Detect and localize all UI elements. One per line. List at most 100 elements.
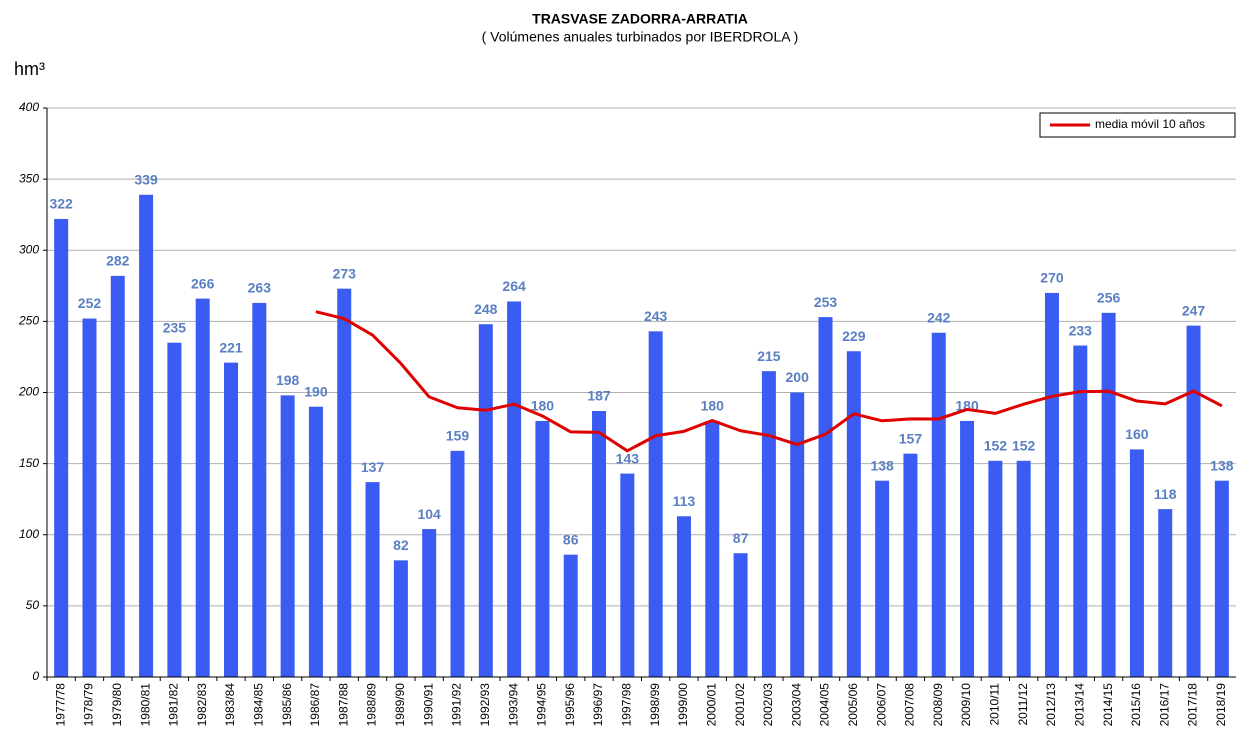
value-label: 159 bbox=[446, 428, 470, 444]
x-tick-label: 1993/94 bbox=[506, 683, 520, 727]
x-tick-label: 1978/79 bbox=[82, 683, 96, 727]
value-label: 82 bbox=[393, 537, 409, 553]
moving-average-line bbox=[315, 310, 1223, 453]
value-label: 264 bbox=[502, 278, 526, 294]
x-tick-label: 2006/07 bbox=[874, 683, 888, 727]
value-label: 187 bbox=[587, 388, 611, 404]
bar bbox=[1129, 449, 1144, 677]
x-tick-label: 2005/06 bbox=[846, 683, 860, 727]
bar bbox=[139, 194, 154, 677]
x-tick-label: 2015/16 bbox=[1129, 683, 1143, 727]
value-label: 263 bbox=[248, 280, 272, 296]
value-label: 160 bbox=[1125, 426, 1149, 442]
value-label: 256 bbox=[1097, 290, 1121, 306]
x-tick-label: 1977/78 bbox=[53, 683, 67, 727]
x-tick-label: 2012/13 bbox=[1044, 683, 1058, 727]
bar bbox=[620, 473, 635, 677]
value-label: 221 bbox=[219, 339, 243, 355]
value-label: 152 bbox=[984, 437, 1008, 453]
x-tick-label: 1991/92 bbox=[450, 683, 464, 727]
bar bbox=[733, 553, 748, 677]
bar bbox=[1158, 509, 1173, 677]
value-label: 200 bbox=[786, 369, 810, 385]
bar bbox=[846, 351, 861, 677]
y-tick-label: 400 bbox=[19, 100, 39, 114]
bar bbox=[1101, 312, 1116, 677]
bar bbox=[478, 324, 493, 677]
x-tick-label: 1986/87 bbox=[308, 683, 322, 727]
value-label: 242 bbox=[927, 309, 951, 325]
x-tick-label: 1994/95 bbox=[535, 683, 549, 727]
legend-label: media móvil 10 años bbox=[1095, 117, 1205, 131]
value-label: 247 bbox=[1182, 302, 1206, 318]
value-label: 282 bbox=[106, 253, 130, 269]
bar bbox=[676, 516, 691, 677]
x-tick-label: 2010/11 bbox=[988, 683, 1002, 726]
x-tick-label: 1997/98 bbox=[620, 683, 634, 727]
x-tick-label: 1998/99 bbox=[648, 683, 662, 727]
bar bbox=[988, 460, 1003, 677]
bar bbox=[308, 406, 323, 677]
value-label: 248 bbox=[474, 301, 498, 317]
value-label: 137 bbox=[361, 459, 385, 475]
bar bbox=[705, 420, 720, 677]
x-tick-label: 2004/05 bbox=[818, 683, 832, 727]
x-tick-label: 1980/81 bbox=[138, 683, 152, 727]
bar bbox=[422, 529, 437, 677]
x-tick-label: 2008/09 bbox=[931, 683, 945, 727]
value-label: 157 bbox=[899, 430, 923, 446]
bar bbox=[337, 288, 352, 677]
x-tick-label: 1983/84 bbox=[223, 683, 237, 727]
bar bbox=[507, 301, 522, 677]
bar bbox=[1186, 325, 1201, 677]
bar bbox=[450, 450, 465, 677]
y-tick-label: 350 bbox=[19, 171, 39, 185]
bar bbox=[110, 275, 125, 677]
bar bbox=[224, 362, 239, 677]
value-label: 180 bbox=[701, 398, 725, 414]
value-label: 113 bbox=[673, 493, 696, 509]
value-label: 190 bbox=[304, 383, 328, 399]
bar bbox=[54, 218, 69, 677]
value-label: 143 bbox=[616, 450, 640, 466]
x-tick-label: 2011/12 bbox=[1016, 683, 1030, 726]
y-tick-label: 100 bbox=[19, 527, 39, 541]
bar bbox=[1044, 292, 1059, 677]
x-tick-label: 2003/04 bbox=[789, 683, 803, 727]
value-label: 273 bbox=[333, 265, 357, 281]
bar bbox=[535, 420, 550, 677]
x-tick-label: 1988/89 bbox=[365, 683, 379, 727]
x-tick-label: 2007/08 bbox=[903, 683, 917, 727]
bar bbox=[1073, 345, 1088, 677]
chart-title: TRASVASE ZADORRA-ARRATIA bbox=[532, 11, 748, 27]
value-label: 235 bbox=[163, 319, 187, 335]
bar bbox=[1214, 480, 1229, 677]
x-tick-label: 1990/91 bbox=[421, 683, 435, 727]
value-label: 152 bbox=[1012, 437, 1036, 453]
bar bbox=[167, 342, 182, 677]
bar bbox=[280, 395, 295, 677]
bar bbox=[960, 420, 975, 677]
y-axis-label: hm³ bbox=[14, 59, 45, 79]
y-tick-label: 150 bbox=[19, 456, 39, 470]
bar bbox=[252, 302, 267, 677]
chart-subtitle: ( Volúmenes anuales turbinados por IBERD… bbox=[482, 29, 799, 45]
bar bbox=[875, 480, 890, 677]
value-label: 198 bbox=[276, 372, 300, 388]
value-label: 104 bbox=[417, 506, 441, 522]
bar bbox=[393, 560, 408, 677]
y-tick-label: 300 bbox=[19, 242, 39, 256]
x-tick-label: 2002/03 bbox=[761, 683, 775, 727]
bar bbox=[195, 298, 210, 677]
bar bbox=[365, 482, 380, 677]
x-tick-label: 2014/15 bbox=[1101, 683, 1115, 727]
y-tick-label: 0 bbox=[32, 669, 39, 683]
bar bbox=[1016, 460, 1031, 677]
value-label: 270 bbox=[1040, 270, 1064, 286]
x-tick-label: 2018/19 bbox=[1214, 683, 1228, 727]
x-tick-label: 1995/96 bbox=[563, 683, 577, 727]
x-tick-label: 1979/80 bbox=[110, 683, 124, 727]
value-label: 253 bbox=[814, 294, 838, 310]
value-label: 233 bbox=[1069, 322, 1093, 338]
